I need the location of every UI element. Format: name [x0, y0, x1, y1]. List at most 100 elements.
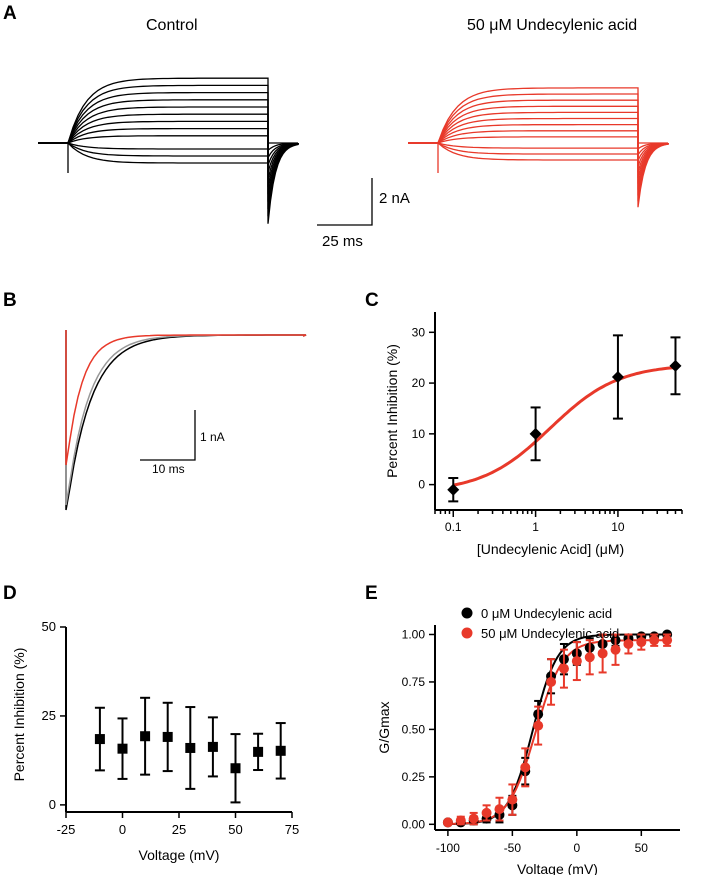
current-trace: [38, 127, 299, 173]
current-trace: [38, 77, 299, 224]
data-point: [623, 638, 634, 649]
current-trace: [38, 113, 299, 188]
current-trace: [408, 142, 668, 149]
y-axis-title: Percent Inhibition (%): [11, 648, 27, 782]
x-tick-label: 50: [228, 822, 242, 837]
data-point: [611, 370, 624, 383]
y-tick-label: 0.75: [402, 675, 426, 689]
x-tick-label: 75: [285, 822, 299, 837]
data-point: [558, 663, 569, 674]
x-tick-label: 0: [119, 822, 126, 837]
tail-current-trace: [65, 330, 307, 466]
panel-label-d: D: [3, 583, 17, 604]
data-point: [275, 745, 286, 756]
data-point: [529, 427, 542, 440]
scale-bar-b: [140, 410, 196, 461]
data-point: [442, 817, 453, 828]
data-point: [610, 644, 621, 655]
data-point: [468, 813, 479, 824]
x-tick-label: 25: [172, 822, 186, 837]
y-axis-title: G/Gmax: [376, 701, 392, 753]
control-current-traces: [38, 77, 299, 224]
legend-label: 0 μM Undecylenic acid: [481, 606, 612, 621]
x-axis-title: [Undecylenic Acid] (μM): [477, 541, 624, 557]
current-trace: [408, 105, 669, 190]
current-trace: [38, 84, 299, 217]
y-tick-label: 30: [412, 325, 426, 339]
data-point: [584, 652, 595, 663]
data-point: [253, 746, 264, 757]
data-point: [533, 720, 544, 731]
panel-label-e: E: [365, 583, 378, 604]
legend-label: 50 μM Undecylenic acid: [481, 626, 619, 641]
scale-bar-b-current-label: 1 nA: [200, 430, 225, 444]
current-trace: [38, 91, 299, 210]
data-point: [140, 731, 151, 742]
data-point: [207, 741, 218, 752]
tail-current-trace: [65, 330, 307, 506]
trace-title-drug: 50 μM Undecylenic acid: [467, 17, 638, 34]
current-trace: [38, 120, 299, 180]
current-trace: [408, 136, 669, 161]
data-point: [162, 731, 173, 742]
y-axis-title: Percent Inhibition (%): [384, 344, 400, 478]
panel-label-b: B: [3, 290, 17, 311]
data-point: [447, 483, 460, 496]
panel-label-a: A: [3, 3, 17, 24]
x-tick-label: -100: [436, 841, 460, 855]
y-tick-label: 0: [49, 797, 56, 812]
scale-bar-a: [317, 178, 373, 226]
data-point: [636, 637, 647, 648]
data-point: [94, 734, 105, 745]
current-trace: [408, 142, 669, 155]
x-tick-label: -50: [504, 841, 522, 855]
current-trace: [38, 142, 299, 164]
data-point: [230, 763, 241, 774]
y-tick-label: 0.00: [402, 817, 426, 831]
current-trace: [408, 142, 669, 161]
data-point: [494, 804, 505, 815]
data-point: [117, 743, 128, 754]
y-tick-label: 0.25: [402, 770, 426, 784]
boltzmann-fit-curve: [447, 633, 668, 826]
data-point: [597, 648, 608, 659]
legend-marker: [461, 627, 473, 639]
tail-current-overlay: [65, 330, 307, 511]
data-point: [662, 635, 673, 646]
scale-bar-b-time-label: 10 ms: [152, 462, 185, 476]
current-trace: [38, 106, 299, 195]
y-tick-label: 25: [42, 708, 56, 723]
current-trace: [408, 123, 669, 173]
y-tick-label: 0: [418, 478, 425, 492]
y-tick-label: 50: [42, 619, 56, 634]
data-point: [481, 807, 492, 818]
data-point: [507, 794, 518, 805]
y-tick-label: 0.50: [402, 722, 426, 736]
current-trace: [408, 87, 669, 208]
current-trace: [38, 142, 299, 157]
x-axis-title: Voltage (mV): [139, 847, 220, 863]
data-point: [571, 656, 582, 667]
x-tick-label: -25: [57, 822, 76, 837]
current-trace: [38, 135, 299, 166]
tail-current-trace: [65, 330, 307, 511]
data-point: [455, 815, 466, 826]
x-tick-label: 0: [573, 841, 580, 855]
x-tick-label: 0.1: [445, 520, 462, 534]
data-point: [520, 762, 531, 773]
drug-current-traces: [408, 87, 669, 208]
x-tick-label: 1: [532, 520, 539, 534]
current-trace: [408, 117, 669, 179]
data-point: [546, 676, 557, 687]
data-point: [185, 742, 196, 753]
panel-label-c: C: [365, 290, 379, 311]
scale-bar-a-current-label: 2 nA: [379, 190, 410, 207]
scale-bar-a-time-label: 25 ms: [322, 233, 363, 250]
boltzmann-fit-curve: [447, 639, 668, 825]
y-tick-label: 1.00: [402, 627, 426, 641]
legend-marker: [461, 607, 473, 619]
x-axis-title: Voltage (mV): [517, 861, 598, 875]
x-tick-label: 10: [611, 520, 625, 534]
